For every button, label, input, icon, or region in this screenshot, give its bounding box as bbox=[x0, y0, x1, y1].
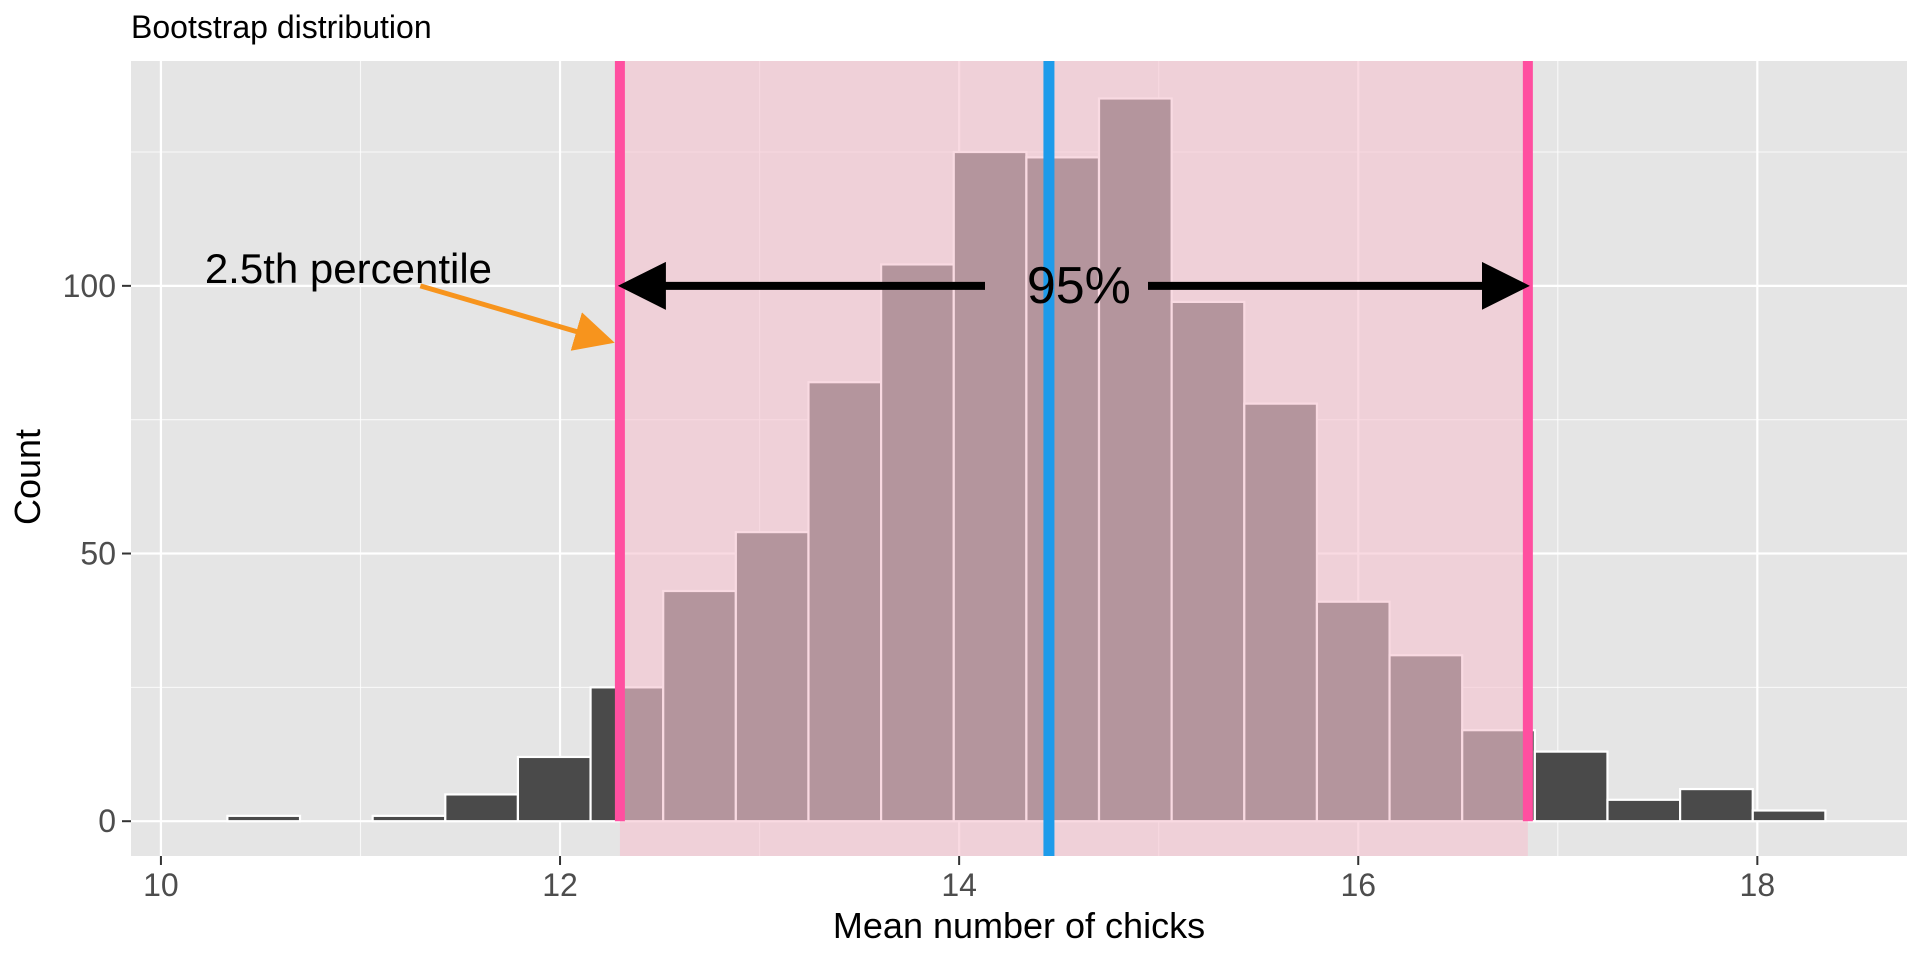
histogram-bar bbox=[371, 814, 447, 823]
y-tick-label: 50 bbox=[80, 536, 116, 572]
lower-percentile-label: 2.5th percentile bbox=[205, 245, 492, 292]
lower-percentile-arrow bbox=[419, 283, 615, 351]
y-tick-label: 0 bbox=[98, 803, 116, 839]
histogram-bar bbox=[1606, 798, 1682, 823]
ci-percent-label: 95% bbox=[1027, 257, 1131, 315]
x-tick-label: 12 bbox=[542, 867, 578, 903]
x-tick-label: 18 bbox=[1740, 867, 1776, 903]
histogram-bar bbox=[444, 793, 520, 823]
histogram-bar bbox=[1533, 750, 1609, 823]
y-axis-label: Count bbox=[7, 429, 48, 525]
y-tick-label: 100 bbox=[63, 268, 116, 304]
ci-shaded-region bbox=[619, 61, 1528, 856]
histogram-bar bbox=[1751, 809, 1827, 823]
chart-title: Bootstrap distribution bbox=[131, 9, 432, 45]
histogram-bar bbox=[1679, 787, 1754, 823]
x-axis-label: Mean number of chicks bbox=[833, 905, 1205, 946]
histogram-bar bbox=[516, 755, 592, 823]
x-tick-label: 10 bbox=[143, 867, 179, 903]
x-tick-label: 14 bbox=[941, 867, 977, 903]
x-tick-label: 16 bbox=[1340, 867, 1376, 903]
histogram-bar bbox=[226, 814, 302, 823]
